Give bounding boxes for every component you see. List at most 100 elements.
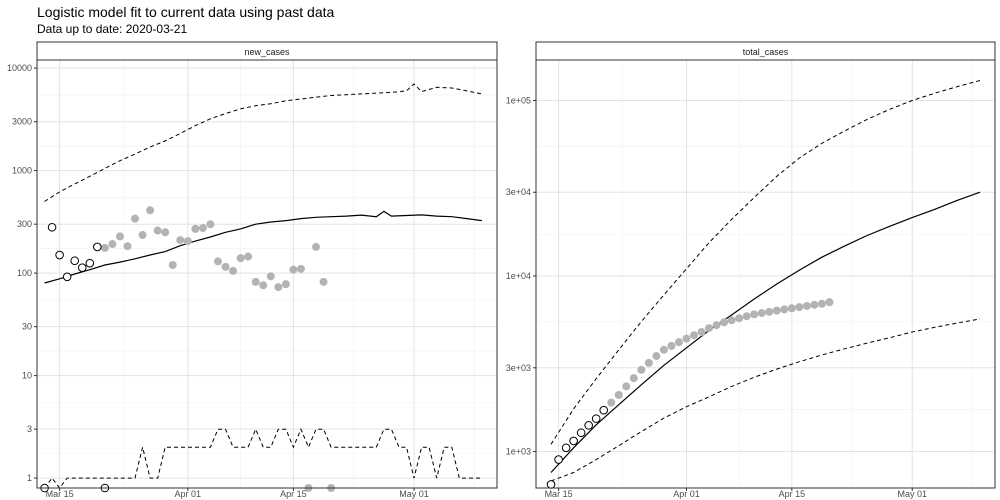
future-observation-point — [206, 220, 215, 229]
interval-lines — [550, 80, 981, 482]
future-observation-point — [802, 301, 811, 310]
axis-labels: 1e+03 3e+03 1e+04 3e+04 1e+05 Mar 15 Apr 01 Apr… — [506, 95, 927, 499]
y-tick-label: 10 — [22, 371, 32, 381]
panel-border — [36, 59, 498, 489]
x-tick-label: Apr 01 — [175, 489, 202, 499]
past-observation-point — [569, 436, 578, 446]
fit-line — [44, 210, 482, 284]
past-observation-point — [62, 272, 72, 282]
y-tick-label: 3 — [27, 424, 32, 434]
past-observation-point — [576, 428, 586, 438]
future-observation-point — [757, 309, 766, 318]
future-observation-point — [191, 224, 200, 233]
panel-background — [37, 60, 497, 488]
panel-border — [535, 59, 996, 489]
future-observation-point — [607, 398, 616, 407]
future-observation-point — [146, 206, 155, 215]
y-tick-label: 1000 — [12, 166, 32, 176]
future-observation-point — [765, 307, 774, 316]
future-observation-point — [697, 327, 706, 336]
future-observation-point — [259, 281, 268, 290]
future-observation-point — [131, 214, 140, 223]
future-observation-point — [100, 243, 109, 252]
x-tick-label: May 01 — [399, 489, 429, 499]
future-observation-point — [682, 334, 691, 343]
future-observation-point — [795, 303, 804, 312]
future-observation-point — [115, 232, 124, 241]
future-observation-point — [123, 242, 132, 251]
past-observation-point — [85, 258, 95, 268]
future-observation-point — [213, 257, 222, 266]
future-observation-point — [810, 300, 819, 309]
x-tick-label: Apr 01 — [673, 489, 700, 499]
future-observation-point — [138, 231, 147, 240]
future-observation-point — [727, 316, 736, 325]
y-tick-label: 300 — [17, 219, 32, 229]
future-observation-point — [108, 240, 117, 249]
future-observation-point — [690, 331, 699, 340]
y-tick-label: 1e+03 — [506, 447, 531, 457]
future-observation-point — [183, 237, 192, 246]
past-observation-point — [561, 443, 571, 453]
past-observation-point — [70, 256, 80, 266]
data-points — [40, 206, 336, 493]
past-observation-point — [584, 421, 593, 430]
panel-background — [536, 60, 995, 488]
future-observation-point — [629, 374, 638, 383]
future-observation-point — [614, 390, 623, 399]
x-tick-label: May 01 — [897, 489, 927, 499]
future-observation-point — [705, 324, 714, 333]
x-tick-label: Mar 15 — [46, 489, 74, 499]
y-tick-label: 1e+05 — [506, 95, 531, 105]
y-tick-label: 1 — [27, 473, 32, 483]
strip-label: new_cases — [244, 47, 290, 57]
future-observation-point — [312, 242, 321, 251]
future-observation-point — [198, 224, 207, 233]
past-observation-point — [546, 480, 556, 489]
future-observation-point — [712, 321, 721, 330]
future-observation-point — [221, 262, 230, 271]
future-observation-point — [720, 318, 729, 327]
future-observation-point — [667, 341, 676, 350]
chart-title: Logistic model fit to current data using… — [37, 4, 335, 20]
future-observation-point — [168, 260, 177, 269]
future-observation-point — [229, 266, 238, 275]
future-observation-point — [644, 358, 653, 367]
y-tick-label: 100 — [17, 268, 32, 278]
past-observation-point — [93, 242, 102, 252]
future-observation-point — [772, 306, 781, 315]
lower-bound-line — [550, 318, 981, 482]
future-observation-point — [652, 352, 661, 361]
x-tick-label: Mar 15 — [545, 489, 573, 499]
axis-labels: 1 3 10 30 100 300 1000 3000 10000 Mar 15 Apr 01 Apr… — [7, 63, 429, 499]
future-observation-point — [236, 254, 245, 263]
fitted-curve — [44, 210, 482, 284]
past-observation-point — [47, 222, 57, 232]
future-observation-point — [750, 310, 759, 319]
interval-lines — [44, 83, 482, 489]
future-observation-point — [319, 277, 328, 286]
past-observation-point — [554, 455, 563, 464]
future-observation-point — [161, 228, 170, 237]
past-observation-point — [77, 263, 87, 272]
y-tick-label: 3e+03 — [506, 363, 531, 373]
future-observation-point — [659, 345, 668, 354]
past-observation-point — [55, 250, 64, 260]
upper-bound-line — [550, 80, 981, 445]
future-observation-point — [296, 264, 305, 273]
future-observation-point — [637, 365, 646, 374]
future-observation-point — [780, 305, 789, 314]
future-observation-point — [825, 298, 834, 307]
lower-bound-line — [44, 427, 482, 489]
future-observation-point — [735, 314, 744, 323]
future-observation-point — [817, 299, 826, 308]
y-tick-label: 1e+04 — [506, 271, 531, 281]
future-observation-point — [742, 312, 751, 321]
future-observation-point — [274, 283, 283, 292]
future-observation-point — [674, 338, 683, 347]
y-tick-label: 3000 — [12, 117, 32, 127]
x-tick-label: Apr 15 — [779, 489, 806, 499]
future-observation-point — [244, 252, 253, 261]
strip-label: total_cases — [743, 47, 789, 57]
